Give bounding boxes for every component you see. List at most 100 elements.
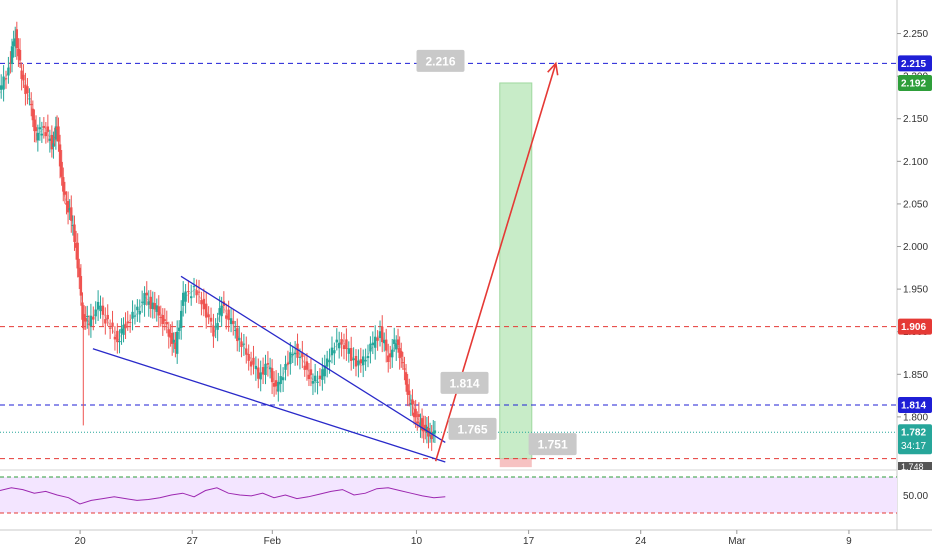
price-callout-box[interactable] [448,417,497,440]
candle-body[interactable] [62,177,65,192]
candle-body[interactable] [420,418,424,431]
candle-body[interactable] [277,381,280,392]
candle-body[interactable] [26,86,29,94]
candle-body[interactable] [303,365,306,370]
candle-body[interactable] [63,191,67,195]
wedge-trendline[interactable] [92,348,446,463]
candle-body[interactable] [257,367,260,379]
candle-body[interactable] [71,224,75,227]
candle-body[interactable] [22,74,25,81]
candle-body[interactable] [216,323,219,330]
candle-body[interactable] [414,408,417,418]
candle-body[interactable] [266,363,270,365]
candle-body[interactable] [163,319,166,321]
candle-body[interactable] [65,203,68,205]
candle-body[interactable] [385,339,388,351]
candle-body[interactable] [136,306,139,311]
candle-body[interactable] [400,350,403,357]
candle-body[interactable] [337,342,341,349]
projection-arrow-line[interactable] [434,63,557,462]
candle-body[interactable] [404,372,408,385]
candle-body[interactable] [354,355,358,367]
candle-body[interactable] [264,363,267,376]
candle-body[interactable] [55,127,59,130]
candle-body[interactable] [249,361,253,367]
candle-body[interactable] [406,384,409,395]
candle-body[interactable] [167,329,170,337]
candle-body[interactable] [311,381,315,384]
candle-body[interactable] [9,62,12,64]
candle-body[interactable] [424,424,427,432]
candle-body[interactable] [57,126,60,142]
candle-body[interactable] [227,309,230,321]
candle-body[interactable] [108,327,112,329]
candle-body[interactable] [54,126,58,140]
candle-body[interactable] [335,339,338,343]
candle-body[interactable] [345,339,348,350]
candle-body[interactable] [416,421,419,424]
candle-body[interactable] [389,353,392,358]
candle-body[interactable] [138,310,141,315]
candle-body[interactable] [417,414,421,417]
candle-body[interactable] [359,359,363,364]
candle-body[interactable] [113,336,117,340]
candle-body[interactable] [7,67,10,76]
candle-body[interactable] [79,276,83,296]
candle-body[interactable] [52,143,55,147]
candle-body[interactable] [15,29,19,49]
candle-body[interactable] [153,303,156,310]
candle-body[interactable] [232,320,235,324]
candle-body[interactable] [352,358,355,361]
candle-body[interactable] [236,328,239,342]
candle-body[interactable] [122,324,125,335]
candle-body[interactable] [104,319,107,324]
candle-body[interactable] [172,339,175,343]
candle-body[interactable] [40,133,44,136]
candle-body[interactable] [30,103,33,106]
candle-body[interactable] [161,314,164,325]
candle-body[interactable] [207,314,210,318]
candle-body[interactable] [242,343,246,345]
candle-body[interactable] [403,368,406,370]
candle-body[interactable] [298,356,302,358]
candle-body[interactable] [301,352,304,358]
candle-body[interactable] [252,357,255,365]
candle-body[interactable] [151,302,154,310]
candle-body[interactable] [396,339,400,345]
candle-body[interactable] [393,339,396,345]
candle-body[interactable] [20,70,23,79]
candle-body[interactable] [318,375,322,379]
candle-body[interactable] [44,132,48,137]
candle-body[interactable] [254,365,258,369]
candle-body[interactable] [101,305,105,315]
candle-body[interactable] [155,305,158,312]
candle-body[interactable] [187,291,190,293]
candle-body[interactable] [220,305,223,317]
candle-body[interactable] [433,430,437,434]
candle-body[interactable] [197,291,201,293]
candle-body[interactable] [381,326,384,343]
candle-body[interactable] [425,426,429,433]
candle-body[interactable] [347,348,350,354]
candle-body[interactable] [229,318,233,325]
candle-body[interactable] [184,291,187,302]
candle-body[interactable] [140,301,144,303]
candle-body[interactable] [309,369,313,375]
candle-body[interactable] [89,315,93,327]
candle-body[interactable] [78,267,81,278]
candle-body[interactable] [357,360,360,366]
candle-body[interactable] [53,136,56,138]
candle-body[interactable] [180,310,183,328]
candle-body[interactable] [387,355,390,363]
candle-body[interactable] [296,343,299,358]
rsi-line[interactable] [0,487,446,505]
candle-body[interactable] [272,382,276,387]
candle-body[interactable] [411,399,414,405]
candle-body[interactable] [131,311,134,319]
candle-body[interactable] [214,326,217,328]
candle-body[interactable] [209,317,213,322]
candle-body[interactable] [284,363,287,370]
candle-body[interactable] [247,353,250,361]
candle-body[interactable] [409,402,413,405]
candle-body[interactable] [159,317,162,319]
